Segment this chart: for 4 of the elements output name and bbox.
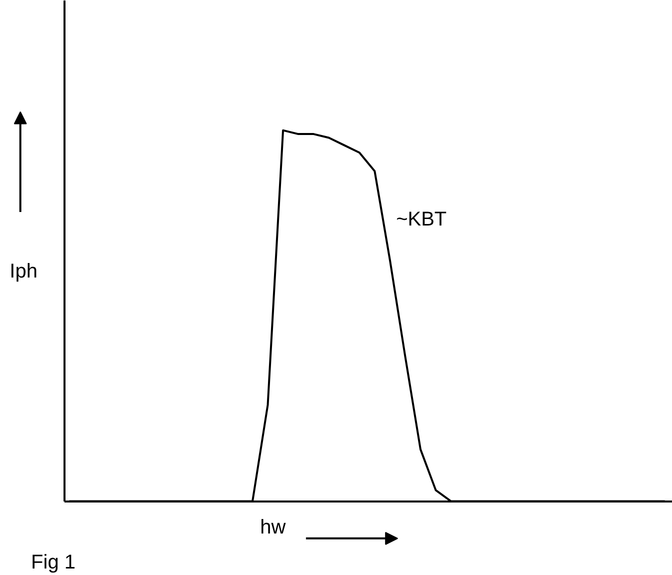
caption: Fig 1 bbox=[31, 552, 76, 574]
x-axis-title: hw bbox=[260, 516, 286, 538]
annotation: ~KBT bbox=[396, 208, 447, 230]
y-axis-title: Iph bbox=[10, 260, 38, 282]
